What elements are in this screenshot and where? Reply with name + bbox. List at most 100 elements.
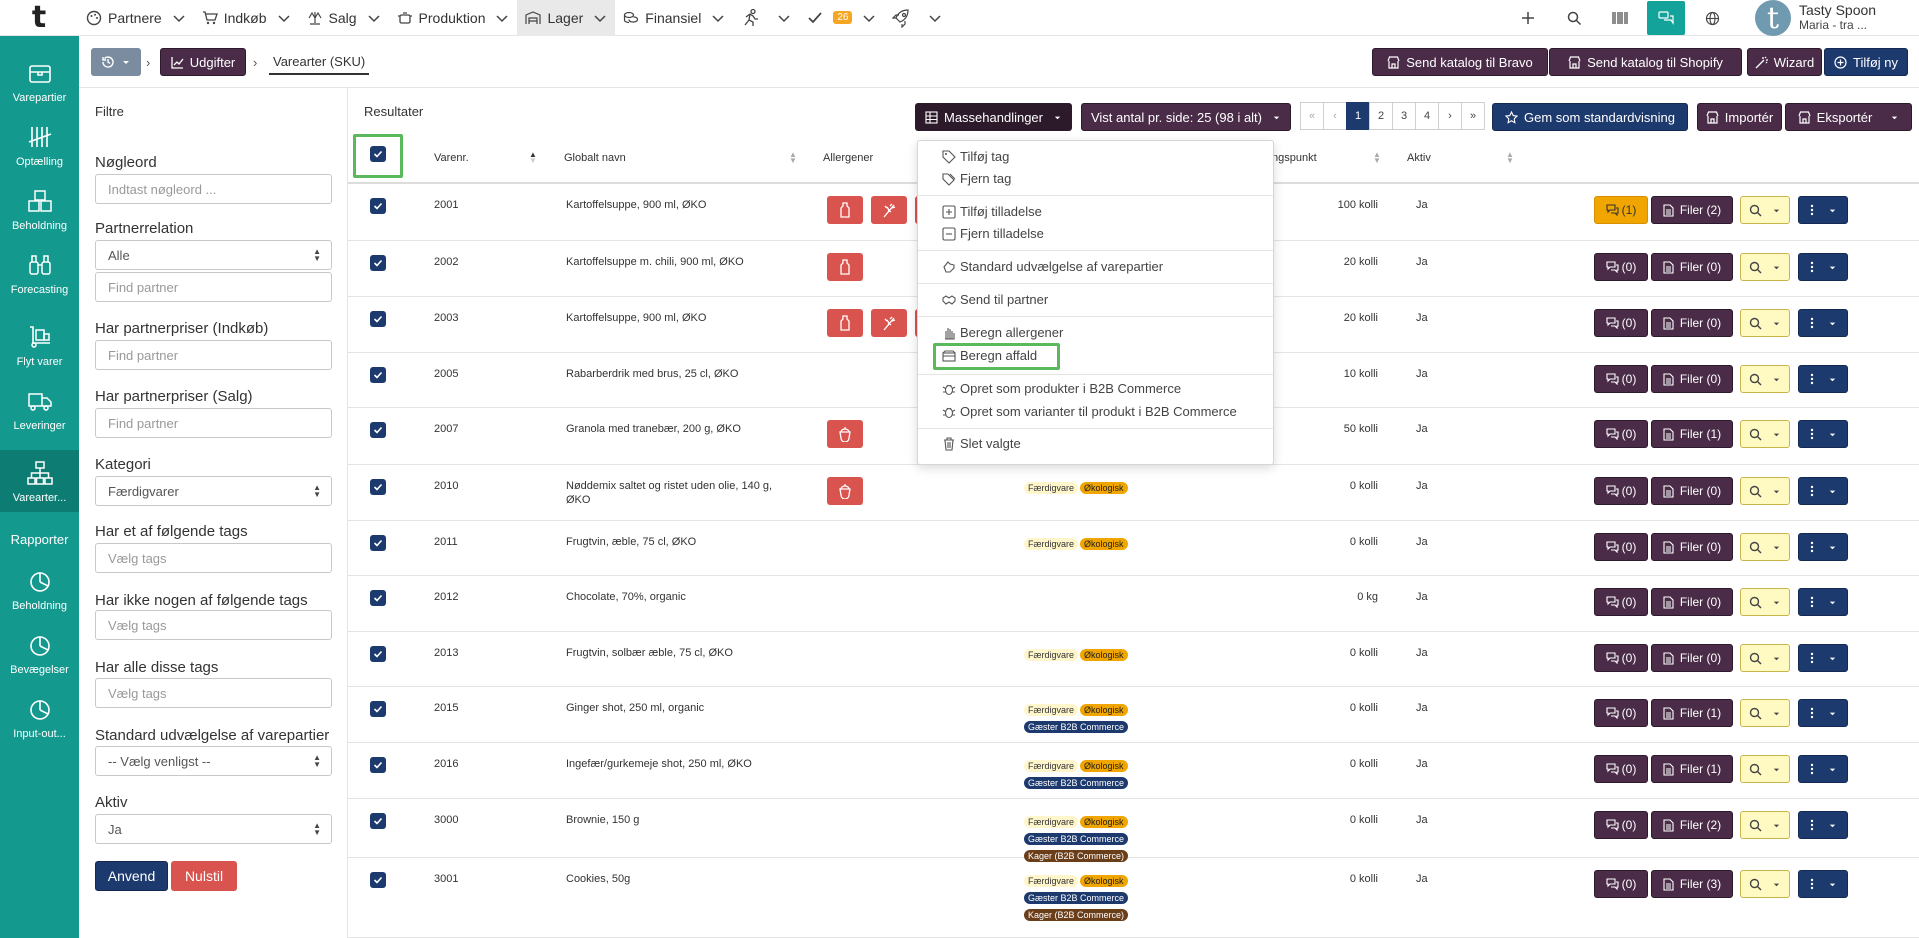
comments-button[interactable]: (0): [1594, 253, 1648, 281]
menu-item-default-selection[interactable]: Standard udvælgelse af varepartier: [942, 259, 1163, 274]
name-cell[interactable]: Ingefær/gurkemeje shot, 250 ml, ØKO: [566, 758, 752, 770]
files-button[interactable]: Filer (1): [1651, 420, 1733, 448]
lookup-button[interactable]: [1740, 588, 1790, 616]
chat-icon[interactable]: [1647, 1, 1685, 35]
name-cell[interactable]: Rabarberdrik med brus, 25 cl, ØKO: [566, 368, 739, 380]
nav-indkob[interactable]: Indkøb: [194, 0, 299, 36]
nav-produktion[interactable]: Produktion: [389, 0, 518, 36]
files-button[interactable]: Filer (0): [1651, 644, 1733, 672]
sidebar-item-varepartier[interactable]: Varepartier: [0, 60, 79, 104]
row-checkbox[interactable]: [370, 646, 386, 662]
partner-relation-select[interactable]: Alle ▲ ▼: [95, 240, 332, 270]
comments-button[interactable]: (0): [1594, 533, 1648, 561]
save-default-view-button[interactable]: Gem som standardvisning: [1492, 103, 1688, 131]
comments-button[interactable]: (0): [1594, 644, 1648, 672]
name-cell[interactable]: Granola med tranebær, 200 g, ØKO: [566, 423, 741, 435]
app-logo[interactable]: t: [31, 0, 47, 35]
chevron-down-icon[interactable]: [862, 11, 876, 25]
comments-button[interactable]: (0): [1594, 588, 1648, 616]
comments-button[interactable]: (0): [1594, 870, 1648, 898]
search-icon[interactable]: [1551, 0, 1597, 36]
row-checkbox[interactable]: [370, 872, 386, 888]
user-menu[interactable]: Tasty Spoon Maria - tra ...: [1799, 3, 1919, 33]
barcode-icon[interactable]: [1597, 0, 1643, 36]
row-actions-button[interactable]: [1798, 755, 1848, 783]
row-actions-button[interactable]: [1798, 365, 1848, 393]
reset-button[interactable]: Nulstil: [171, 861, 237, 891]
sku-cell[interactable]: 2016: [434, 758, 459, 770]
name-cell[interactable]: Kartoffelsuppe, 900 ml, ØKO: [566, 312, 707, 324]
table-row[interactable]: 2010 Nøddemix saltet og ristet uden olie,…: [348, 465, 1919, 521]
menu-item-create-b2b-variants[interactable]: Opret som varianter til produkt i B2B Co…: [942, 404, 1237, 419]
files-button[interactable]: Filer (0): [1651, 253, 1733, 281]
avatar[interactable]: t: [1755, 0, 1791, 36]
keyword-input[interactable]: Indtast nøgleord ...: [95, 174, 332, 204]
row-actions-button[interactable]: [1798, 870, 1848, 898]
row-checkbox[interactable]: [370, 311, 386, 327]
files-button[interactable]: Filer (2): [1651, 196, 1733, 224]
partner-prices-buy-input[interactable]: Find partner: [95, 340, 332, 370]
row-checkbox[interactable]: [370, 255, 386, 271]
row-checkbox[interactable]: [370, 813, 386, 829]
sort-icon[interactable]: ▲ ▼: [789, 150, 797, 165]
chevron-down-icon[interactable]: [495, 11, 509, 25]
row-actions-button[interactable]: [1798, 420, 1848, 448]
nav-salg[interactable]: Salg: [299, 0, 389, 36]
column-header-active[interactable]: Aktiv: [1407, 152, 1431, 164]
partner-prices-sell-input[interactable]: Find partner: [95, 408, 332, 438]
comments-button[interactable]: (0): [1594, 420, 1648, 448]
files-button[interactable]: Filer (0): [1651, 477, 1733, 505]
plus-icon[interactable]: [1505, 0, 1551, 36]
lookup-button[interactable]: [1740, 533, 1790, 561]
add-new-button[interactable]: Tilføj ny: [1824, 48, 1908, 76]
files-button[interactable]: Filer (0): [1651, 533, 1733, 561]
menu-item-create-b2b-products[interactable]: Opret som produkter i B2B Commerce: [942, 381, 1181, 396]
row-checkbox[interactable]: [370, 198, 386, 214]
nav-rocket[interactable]: [884, 0, 950, 36]
sort-asc-icon[interactable]: ▲ ▼: [529, 150, 537, 165]
table-row[interactable]: 2007 Granola med tranebær, 200 g, ØKO 50 k…: [348, 408, 1919, 465]
page-prev-button[interactable]: ‹: [1323, 102, 1347, 130]
name-cell[interactable]: Kartoffelsuppe, 900 ml, ØKO: [566, 199, 707, 211]
row-checkbox[interactable]: [370, 479, 386, 495]
page-4-button[interactable]: 4: [1415, 102, 1439, 130]
name-cell[interactable]: Chocolate, 70%, organic: [566, 591, 686, 603]
sidebar-item-varearter[interactable]: Varearter...: [0, 450, 79, 512]
page-last-button[interactable]: »: [1461, 102, 1485, 130]
sidebar-item-report-input-output[interactable]: Input-out...: [0, 696, 79, 740]
breadcrumb-parent-link[interactable]: Udgifter: [160, 48, 246, 76]
comments-button[interactable]: (0): [1594, 309, 1648, 337]
any-tags-input[interactable]: Vælg tags: [95, 543, 332, 573]
comments-button[interactable]: (0): [1594, 755, 1648, 783]
nav-tasks[interactable]: 26: [799, 0, 884, 36]
sidebar-item-report-bevaegelser[interactable]: Bevægelser: [0, 632, 79, 676]
row-checkbox[interactable]: [370, 590, 386, 606]
files-button[interactable]: Filer (0): [1651, 309, 1733, 337]
chevron-down-icon[interactable]: [593, 11, 607, 25]
chevron-down-icon[interactable]: [928, 11, 942, 25]
sidebar-item-forecasting[interactable]: Forecasting: [0, 252, 79, 296]
chevron-down-icon[interactable]: [172, 11, 186, 25]
row-checkbox[interactable]: [370, 535, 386, 551]
row-checkbox[interactable]: [370, 757, 386, 773]
active-select[interactable]: Ja ▲ ▼: [95, 814, 332, 844]
files-button[interactable]: Filer (0): [1651, 365, 1733, 393]
sku-cell[interactable]: 2005: [434, 368, 459, 380]
lookup-button[interactable]: [1740, 755, 1790, 783]
files-button[interactable]: Filer (0): [1651, 588, 1733, 616]
row-checkbox[interactable]: [370, 422, 386, 438]
menu-item-delete-selected[interactable]: Slet valgte: [942, 436, 1021, 451]
page-3-button[interactable]: 3: [1392, 102, 1416, 130]
nav-finansiel[interactable]: Finansiel: [615, 0, 733, 36]
wizard-button[interactable]: Wizard: [1747, 48, 1822, 76]
export-caret[interactable]: [1890, 110, 1899, 125]
files-button[interactable]: Filer (3): [1651, 870, 1733, 898]
table-row[interactable]: 2005 Rabarberdrik med brus, 25 cl, ØKO 10 …: [348, 353, 1919, 408]
comments-button[interactable]: (1): [1594, 196, 1648, 224]
row-actions-button[interactable]: [1798, 644, 1848, 672]
menu-item-add-tag[interactable]: Tilføj tag: [942, 149, 1009, 164]
lookup-button[interactable]: [1740, 309, 1790, 337]
menu-item-send-to-partner[interactable]: Send til partner: [942, 292, 1048, 307]
page-first-button[interactable]: «: [1300, 102, 1324, 130]
default-selection-select[interactable]: -- Vælg venligst -- ▲ ▼: [95, 746, 332, 776]
